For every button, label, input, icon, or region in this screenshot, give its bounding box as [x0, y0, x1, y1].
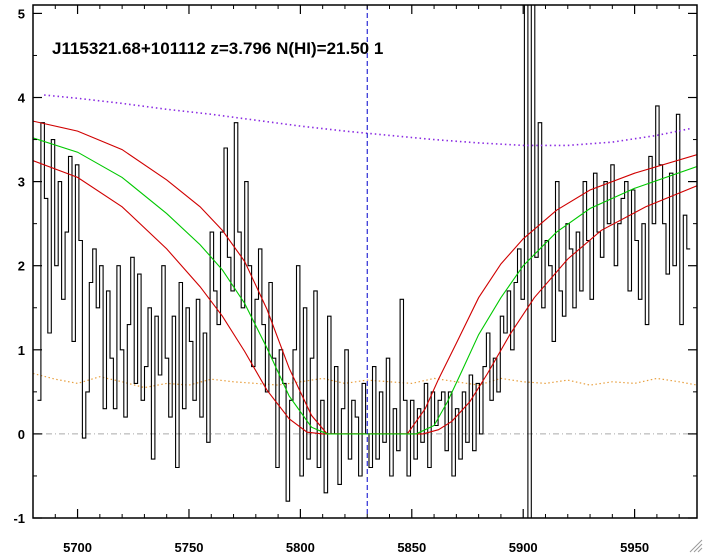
- plot-frame: [32, 4, 698, 519]
- y-tick-label: -1: [13, 511, 25, 526]
- x-tick-label: 5850: [397, 540, 426, 555]
- x-tick-label: 5900: [509, 540, 538, 555]
- y-tick-label: 4: [18, 91, 26, 106]
- resize-grip-icon[interactable]: [689, 539, 703, 553]
- plot-area: [33, 5, 697, 518]
- y-tick-label: 1: [18, 343, 25, 358]
- x-tick-label: 5950: [620, 540, 649, 555]
- y-tick-label: 3: [18, 175, 25, 190]
- x-tick-label: 5750: [175, 540, 204, 555]
- y-tick-label: 0: [18, 427, 25, 442]
- axis-ticks: 5700 5750 5800 5850 5900 5950 -1 0 1 2 3 4 5: [13, 5, 697, 555]
- flux-series-line: [37, 5, 691, 518]
- x-tick-label: 5700: [63, 540, 92, 555]
- y-tick-label: 5: [18, 6, 25, 21]
- y-tick-label: 2: [18, 259, 25, 274]
- chart-title: J115321.68+101112 z=3.796 N(HI)=21.50 1: [52, 39, 383, 58]
- x-tick-label: 5800: [286, 540, 315, 555]
- upper-bound-series-line: [33, 120, 697, 435]
- error-series-line: [33, 372, 697, 389]
